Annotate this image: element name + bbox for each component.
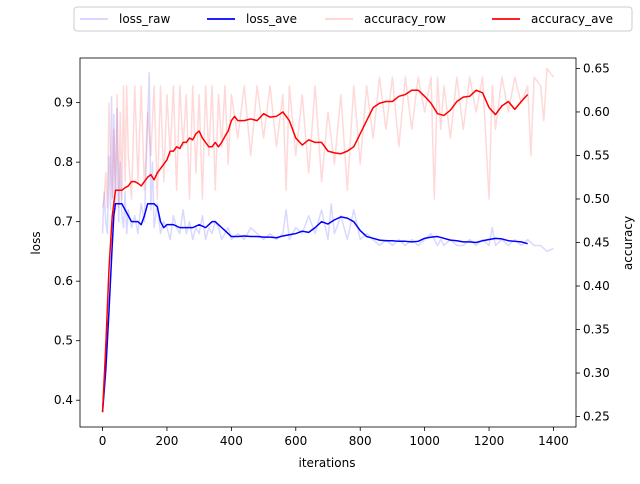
- y-tick-label-right: 0.30: [583, 366, 610, 380]
- x-tick-label: 200: [156, 434, 179, 448]
- y-tick-label-left: 0.7: [54, 215, 73, 229]
- x-tick-label: 400: [220, 434, 243, 448]
- y-axis-label-left: loss: [29, 231, 43, 254]
- x-tick-label: 1000: [409, 434, 440, 448]
- legend-label-accuracy-ave: accuracy_ave: [531, 12, 613, 26]
- series-line-accuracy-row: [101, 67, 555, 209]
- y-tick-label-left: 0.9: [54, 96, 73, 110]
- series-line-accuracy-ave: [101, 89, 529, 413]
- x-tick-label: 600: [284, 434, 307, 448]
- legend-box: [73, 6, 633, 32]
- y-tick-label-left: 0.5: [54, 334, 73, 348]
- x-tick-label: 800: [349, 434, 372, 448]
- series-layer: [101, 67, 555, 413]
- axes-layer: 0 200 400 600 800 1000 1200 1400 0.4 0.5 0.6 0.7 0.8…: [54, 57, 610, 448]
- legend: loss_raw loss_ave accuracy_row accuracy_ave: [73, 6, 633, 32]
- x-axis-label: iterations: [299, 456, 356, 470]
- y-tick-label-right: 0.25: [583, 410, 610, 424]
- y-tick-label-right: 0.50: [583, 192, 610, 206]
- legend-label-accuracy-row: accuracy_row: [364, 12, 446, 26]
- x-tick-label: 0: [99, 434, 107, 448]
- y-axis-label-right: accuracy: [621, 216, 635, 270]
- legend-label-loss-raw: loss_raw: [119, 12, 170, 26]
- y-tick-label-right: 0.45: [583, 236, 610, 250]
- y-tick-label-left: 0.8: [54, 155, 73, 169]
- y-tick-label-left: 0.6: [54, 274, 73, 288]
- y-tick-label-right: 0.65: [583, 61, 610, 75]
- y-tick-label-left: 0.4: [54, 393, 73, 407]
- y-tick-label-right: 0.40: [583, 279, 610, 293]
- y-tick-label-right: 0.60: [583, 105, 610, 119]
- x-tick-label: 1200: [474, 434, 505, 448]
- y-tick-label-right: 0.55: [583, 148, 610, 162]
- y-tick-label-right: 0.35: [583, 323, 610, 337]
- series-line-loss-ave: [101, 203, 528, 413]
- legend-label-loss-ave: loss_ave: [246, 12, 297, 26]
- x-tick-label: 1400: [538, 434, 569, 448]
